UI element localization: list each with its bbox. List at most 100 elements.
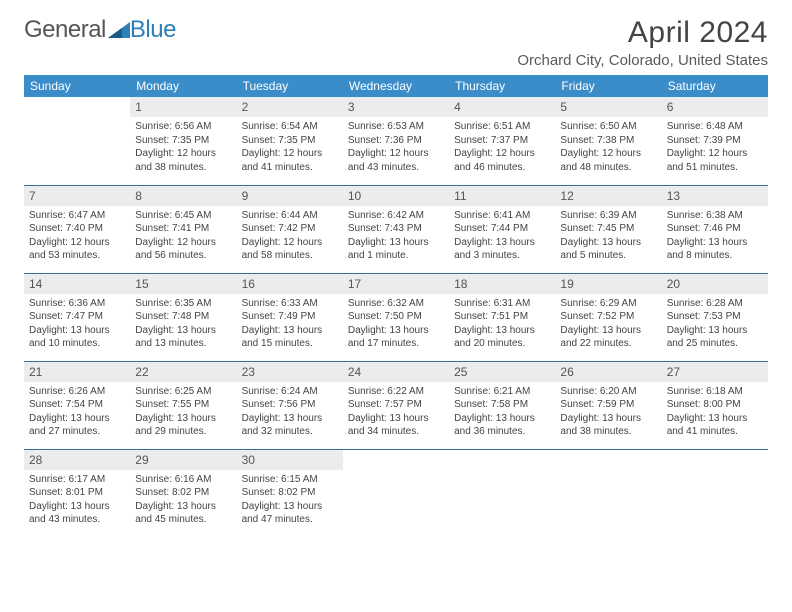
day-info-line: and 17 minutes. xyxy=(348,337,444,351)
day-number: 29 xyxy=(130,450,236,470)
day-info-line: Sunrise: 6:21 AM xyxy=(454,385,550,399)
day-info-line: Sunrise: 6:35 AM xyxy=(135,297,231,311)
title-block: April 2024 Orchard City, Colorado, Unite… xyxy=(517,16,768,69)
day-info-line: Sunset: 7:57 PM xyxy=(348,398,444,412)
day-info-line: Daylight: 12 hours xyxy=(560,147,656,161)
day-info-line: Daylight: 13 hours xyxy=(29,412,125,426)
day-info-line: Sunrise: 6:17 AM xyxy=(29,473,125,487)
day-number: 13 xyxy=(662,186,768,206)
calendar-day-cell: 8Sunrise: 6:45 AMSunset: 7:41 PMDaylight… xyxy=(130,185,236,273)
day-info-line: Daylight: 13 hours xyxy=(454,324,550,338)
day-info-line: Sunrise: 6:16 AM xyxy=(135,473,231,487)
day-header: Monday xyxy=(130,75,236,97)
calendar-day-cell: 15Sunrise: 6:35 AMSunset: 7:48 PMDayligh… xyxy=(130,273,236,361)
calendar-day-cell: 13Sunrise: 6:38 AMSunset: 7:46 PMDayligh… xyxy=(662,185,768,273)
calendar-day-cell: 10Sunrise: 6:42 AMSunset: 7:43 PMDayligh… xyxy=(343,185,449,273)
day-info-line: Sunset: 7:47 PM xyxy=(29,310,125,324)
day-number: 27 xyxy=(662,362,768,382)
day-info-line: Sunset: 7:52 PM xyxy=(560,310,656,324)
day-info-line: Daylight: 13 hours xyxy=(454,236,550,250)
day-info-line: Sunset: 7:38 PM xyxy=(560,134,656,148)
logo-triangle-icon xyxy=(108,22,130,38)
day-info-line: and 43 minutes. xyxy=(348,161,444,175)
calendar-day-cell: 20Sunrise: 6:28 AMSunset: 7:53 PMDayligh… xyxy=(662,273,768,361)
day-number: 20 xyxy=(662,274,768,294)
calendar-week-row: 7Sunrise: 6:47 AMSunset: 7:40 PMDaylight… xyxy=(24,185,768,273)
calendar-day-cell xyxy=(343,449,449,537)
day-number: 26 xyxy=(555,362,661,382)
day-number: 10 xyxy=(343,186,449,206)
day-info-line: and 48 minutes. xyxy=(560,161,656,175)
day-info-line: Sunrise: 6:24 AM xyxy=(242,385,338,399)
day-number: 19 xyxy=(555,274,661,294)
day-info-line: Sunset: 7:58 PM xyxy=(454,398,550,412)
calendar-week-row: 14Sunrise: 6:36 AMSunset: 7:47 PMDayligh… xyxy=(24,273,768,361)
day-info-line: Daylight: 13 hours xyxy=(560,412,656,426)
day-info-line: Sunset: 7:35 PM xyxy=(135,134,231,148)
day-info-line: Sunrise: 6:53 AM xyxy=(348,120,444,134)
day-info-line: Daylight: 13 hours xyxy=(242,500,338,514)
calendar-day-cell: 4Sunrise: 6:51 AMSunset: 7:37 PMDaylight… xyxy=(449,97,555,185)
day-number: 3 xyxy=(343,97,449,117)
day-number: 28 xyxy=(24,450,130,470)
day-header: Tuesday xyxy=(237,75,343,97)
day-number: 24 xyxy=(343,362,449,382)
day-header: Friday xyxy=(555,75,661,97)
month-title: April 2024 xyxy=(517,16,768,50)
day-number: 15 xyxy=(130,274,236,294)
logo: General Blue xyxy=(24,16,176,44)
day-number: 5 xyxy=(555,97,661,117)
day-number: 7 xyxy=(24,186,130,206)
calendar-day-cell: 14 Sunrise: 6:36 AMSunset: 7:47 PMDayligh… xyxy=(24,273,130,361)
calendar-day-cell: 18Sunrise: 6:31 AMSunset: 7:51 PMDayligh… xyxy=(449,273,555,361)
day-info-line: Sunrise: 6:36 AM xyxy=(29,297,125,311)
day-info-line: Sunset: 8:01 PM xyxy=(29,486,125,500)
day-info-line: Sunrise: 6:31 AM xyxy=(454,297,550,311)
day-info-line: and 46 minutes. xyxy=(454,161,550,175)
day-number: 21 xyxy=(24,362,130,382)
day-info-line: Daylight: 13 hours xyxy=(348,324,444,338)
day-info-line: Sunrise: 6:33 AM xyxy=(242,297,338,311)
day-info-line: Sunset: 7:50 PM xyxy=(348,310,444,324)
day-info-line: Daylight: 12 hours xyxy=(135,147,231,161)
day-info-line: Sunrise: 6:44 AM xyxy=(242,209,338,223)
calendar-day-cell: 26Sunrise: 6:20 AMSunset: 7:59 PMDayligh… xyxy=(555,361,661,449)
calendar-day-cell: 27Sunrise: 6:18 AMSunset: 8:00 PMDayligh… xyxy=(662,361,768,449)
day-info-line: Sunrise: 6:54 AM xyxy=(242,120,338,134)
day-info-line: Sunset: 7:42 PM xyxy=(242,222,338,236)
day-info-line: Sunrise: 6:42 AM xyxy=(348,209,444,223)
day-info-line: Sunset: 7:53 PM xyxy=(667,310,763,324)
day-info-line: Sunset: 7:41 PM xyxy=(135,222,231,236)
day-info-line: and 13 minutes. xyxy=(135,337,231,351)
day-info-line: Sunset: 8:00 PM xyxy=(667,398,763,412)
day-info-line: Sunrise: 6:38 AM xyxy=(667,209,763,223)
calendar-day-cell: 6Sunrise: 6:48 AMSunset: 7:39 PMDaylight… xyxy=(662,97,768,185)
calendar-day-cell: 1Sunrise: 6:56 AMSunset: 7:35 PMDaylight… xyxy=(130,97,236,185)
logo-word-general: General xyxy=(24,16,106,44)
day-number: 14 xyxy=(24,274,130,294)
day-number: 9 xyxy=(237,186,343,206)
day-info-line: and 38 minutes. xyxy=(135,161,231,175)
day-header: Wednesday xyxy=(343,75,449,97)
day-info-line: Sunrise: 6:28 AM xyxy=(667,297,763,311)
calendar-week-row: 28 Sunrise: 6:17 AMSunset: 8:01 PM Dayligh… xyxy=(24,449,768,537)
day-info-line: Daylight: 13 hours xyxy=(454,412,550,426)
day-number: 4 xyxy=(449,97,555,117)
day-info-line: Sunrise: 6:20 AM xyxy=(560,385,656,399)
day-info-line: Sunset: 7:49 PM xyxy=(242,310,338,324)
day-number: 8 xyxy=(130,186,236,206)
day-info-line: Daylight: 13 hours xyxy=(29,324,125,338)
day-header: Sunday xyxy=(24,75,130,97)
calendar-day-cell: 2Sunrise: 6:54 AMSunset: 7:35 PMDaylight… xyxy=(237,97,343,185)
day-info-line: Daylight: 12 hours xyxy=(667,147,763,161)
day-header: Thursday xyxy=(449,75,555,97)
day-info-line: and 36 minutes. xyxy=(454,425,550,439)
day-info-line: Sunrise: 6:51 AM xyxy=(454,120,550,134)
day-info-line: Sunset: 7:54 PM xyxy=(29,398,125,412)
day-info-line: and 34 minutes. xyxy=(348,425,444,439)
day-info-line: and 43 minutes. xyxy=(29,513,125,527)
day-info-line: and 8 minutes. xyxy=(667,249,763,263)
calendar-day-cell: 7Sunrise: 6:47 AMSunset: 7:40 PMDaylight… xyxy=(24,185,130,273)
calendar-week-row: 21Sunrise: 6:26 AMSunset: 7:54 PMDayligh… xyxy=(24,361,768,449)
day-info-line: and 27 minutes. xyxy=(29,425,125,439)
